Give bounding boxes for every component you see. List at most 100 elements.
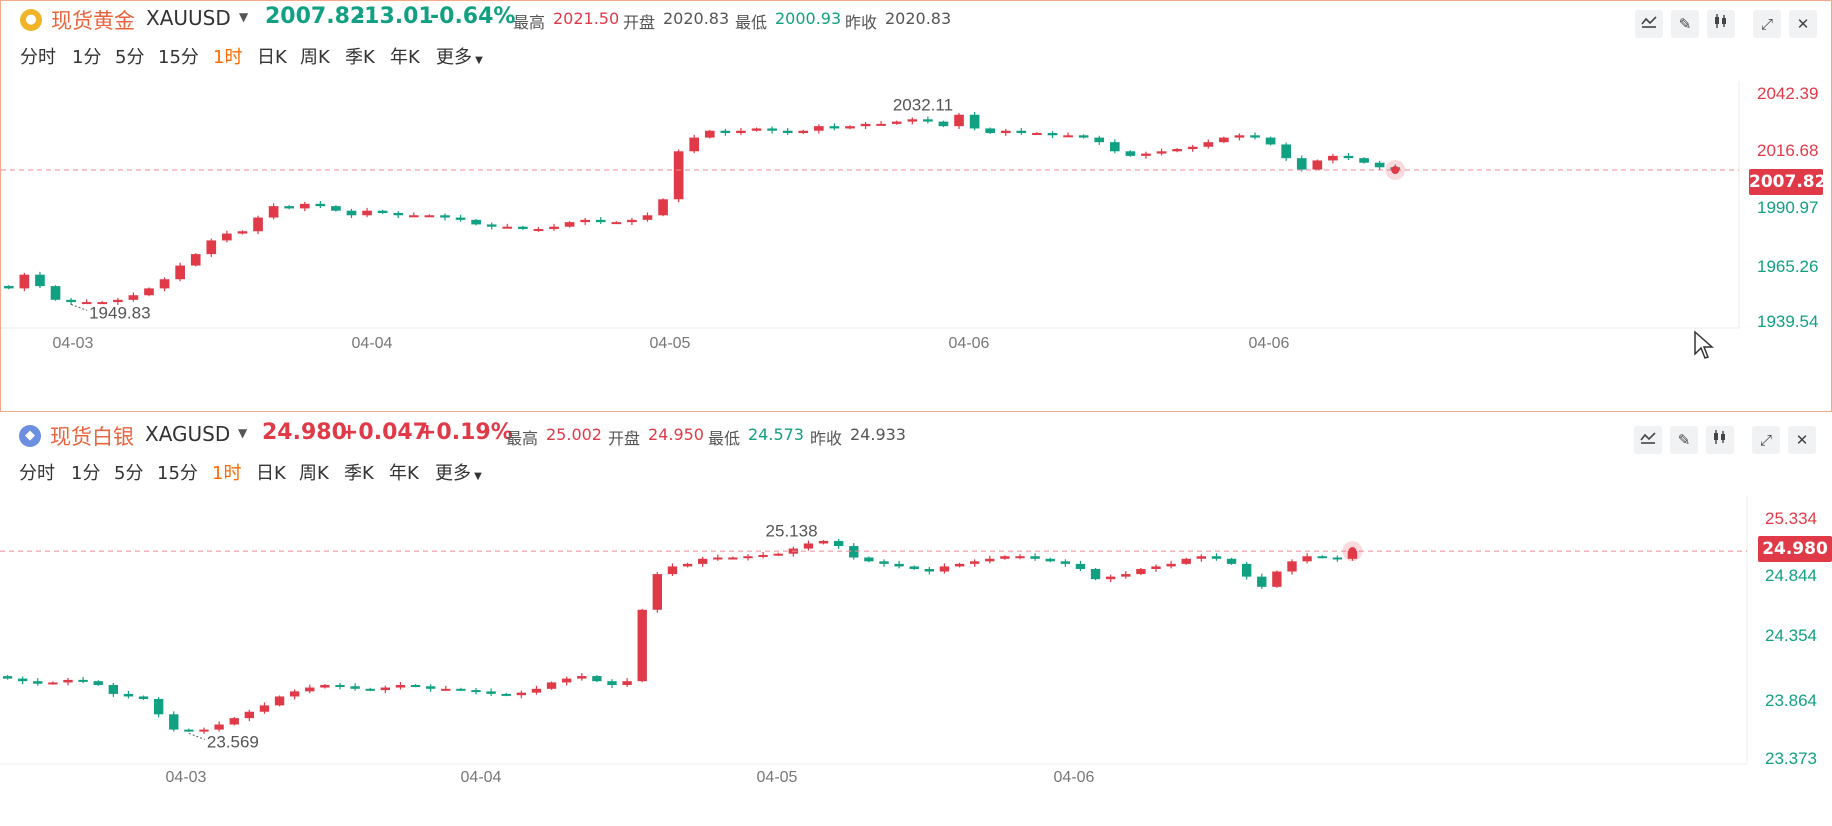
tab-day[interactable]: 日K: [257, 47, 287, 68]
silver-symbol-code[interactable]: XAGUSD: [145, 422, 231, 446]
close-icon[interactable]: ✕: [1789, 10, 1817, 38]
candle-body: [704, 130, 715, 138]
indicator-icon[interactable]: [1634, 426, 1662, 454]
tab-15min[interactable]: 15分: [158, 47, 199, 68]
tab-15min[interactable]: 15分: [157, 463, 198, 484]
candle-body: [1125, 151, 1136, 156]
tab-5min[interactable]: 5分: [115, 47, 145, 68]
close-icon[interactable]: ✕: [1788, 426, 1816, 454]
x-tick-label: 04-06: [1249, 335, 1290, 352]
gold-candle-chart[interactable]: 2042.39 2016.68 1990.97 1965.26 1939.54 04-03…: [1, 81, 1831, 411]
candle-body: [682, 563, 693, 567]
chevron-down-icon: ▼: [472, 55, 483, 66]
candle-body: [1078, 135, 1089, 138]
silver-chart-panel: ◆ 现货白银 XAGUSD ▼ 24.980 +0.047 +0.19% 最高 …: [0, 417, 1832, 826]
candle-body: [350, 686, 360, 689]
silver-current-price-tag: 24.980: [1758, 536, 1832, 562]
tab-1min[interactable]: 1分: [71, 463, 101, 484]
candle-body: [78, 679, 88, 682]
candle-body: [1196, 556, 1207, 559]
candle-body: [969, 561, 980, 564]
candle-body: [627, 219, 637, 223]
candle-body: [531, 688, 542, 693]
candle-body: [331, 206, 341, 211]
candle-body: [652, 574, 663, 610]
x-tick-label: 04-05: [757, 769, 798, 786]
tab-week[interactable]: 周K: [300, 47, 330, 68]
tab-week[interactable]: 周K: [299, 463, 329, 484]
candle-body: [767, 128, 777, 131]
tab-quarter[interactable]: 季K: [345, 47, 375, 68]
candle-body: [1016, 130, 1027, 134]
silver-candle-chart[interactable]: 25.334 24.844 24.354 23.864 23.373 04-03 04-04…: [0, 496, 1830, 826]
candle-body: [17, 678, 28, 682]
candle-body: [549, 226, 559, 229]
x-tick-label: 04-06: [949, 335, 990, 352]
tab-more-label: 更多: [436, 47, 472, 68]
candle-body: [1332, 557, 1343, 560]
candle-style-icon[interactable]: [1707, 10, 1735, 38]
candle-body: [938, 121, 949, 127]
candle-body: [81, 302, 92, 305]
candle-body: [1032, 133, 1042, 136]
tab-quarter[interactable]: 季K: [344, 463, 374, 484]
expand-icon[interactable]: ⤢: [1752, 426, 1780, 454]
expand-icon[interactable]: ⤢: [1753, 10, 1781, 38]
candle-body: [1219, 137, 1229, 143]
silver-symbol-name[interactable]: 现货白银: [50, 425, 134, 449]
candle-body: [1296, 158, 1307, 170]
tab-more[interactable]: 更多 ▼: [435, 459, 482, 485]
tab-year[interactable]: 年K: [390, 47, 420, 68]
tab-fenshi[interactable]: 分时: [19, 463, 55, 484]
candle-body: [923, 119, 933, 122]
y-tick-label: 1990.97: [1757, 198, 1818, 217]
chevron-down-icon[interactable]: ▼: [239, 10, 249, 24]
gold-low-label: 最低: [735, 13, 768, 32]
tab-5min[interactable]: 5分: [114, 463, 144, 484]
tab-1hour[interactable]: 1时: [213, 47, 243, 68]
gold-current-price-tag: 2007.82: [1749, 169, 1826, 195]
y-tick-label: 25.334: [1765, 509, 1817, 528]
gold-symbol-code[interactable]: XAUUSD: [146, 6, 231, 30]
candle-body: [184, 729, 194, 732]
candle-body: [268, 206, 279, 218]
candle-body: [259, 705, 270, 712]
indicator-icon[interactable]: [1635, 10, 1663, 38]
silver-coin-icon: ◆: [19, 425, 41, 447]
tab-year[interactable]: 年K: [389, 463, 419, 484]
candle-body: [1063, 135, 1073, 138]
candle-body: [97, 302, 108, 305]
candle-body: [237, 231, 248, 234]
candle-body: [190, 254, 201, 266]
candle-body: [305, 687, 315, 692]
max-price-marker: 25.138: [766, 521, 818, 540]
candle-body: [728, 557, 738, 560]
tab-day[interactable]: 日K: [256, 463, 286, 484]
candle-body: [299, 203, 310, 209]
max-price-marker: 2032.11: [893, 95, 953, 114]
chevron-down-icon[interactable]: ▼: [238, 426, 248, 440]
tab-more[interactable]: 更多 ▼: [436, 43, 483, 69]
candle-style-icon[interactable]: [1706, 426, 1734, 454]
candle-body: [689, 137, 700, 152]
silver-prev-label: 昨收: [810, 429, 843, 448]
candle-body: [66, 299, 76, 303]
x-tick-label: 04-06: [1054, 769, 1095, 786]
gold-symbol-name[interactable]: 现货黄金: [51, 9, 135, 33]
silver-price: 24.980: [262, 420, 347, 445]
y-tick-label: 2016.68: [1757, 141, 1818, 160]
candle-body: [1328, 155, 1338, 161]
candle-body: [667, 566, 678, 575]
tab-fenshi[interactable]: 分时: [20, 47, 56, 68]
candle-body: [1045, 558, 1055, 562]
silver-open-value: 24.950: [648, 425, 704, 444]
draw-pencil-icon[interactable]: ✎: [1671, 10, 1699, 38]
tab-1hour[interactable]: 1时: [212, 463, 242, 484]
candle-body: [502, 226, 513, 229]
y-tick-label: 1939.54: [1757, 312, 1818, 331]
candle-body: [533, 228, 544, 231]
tab-1min[interactable]: 1分: [72, 47, 102, 68]
candle-body: [642, 215, 653, 220]
candle-body: [1287, 561, 1297, 572]
draw-pencil-icon[interactable]: ✎: [1670, 426, 1698, 454]
